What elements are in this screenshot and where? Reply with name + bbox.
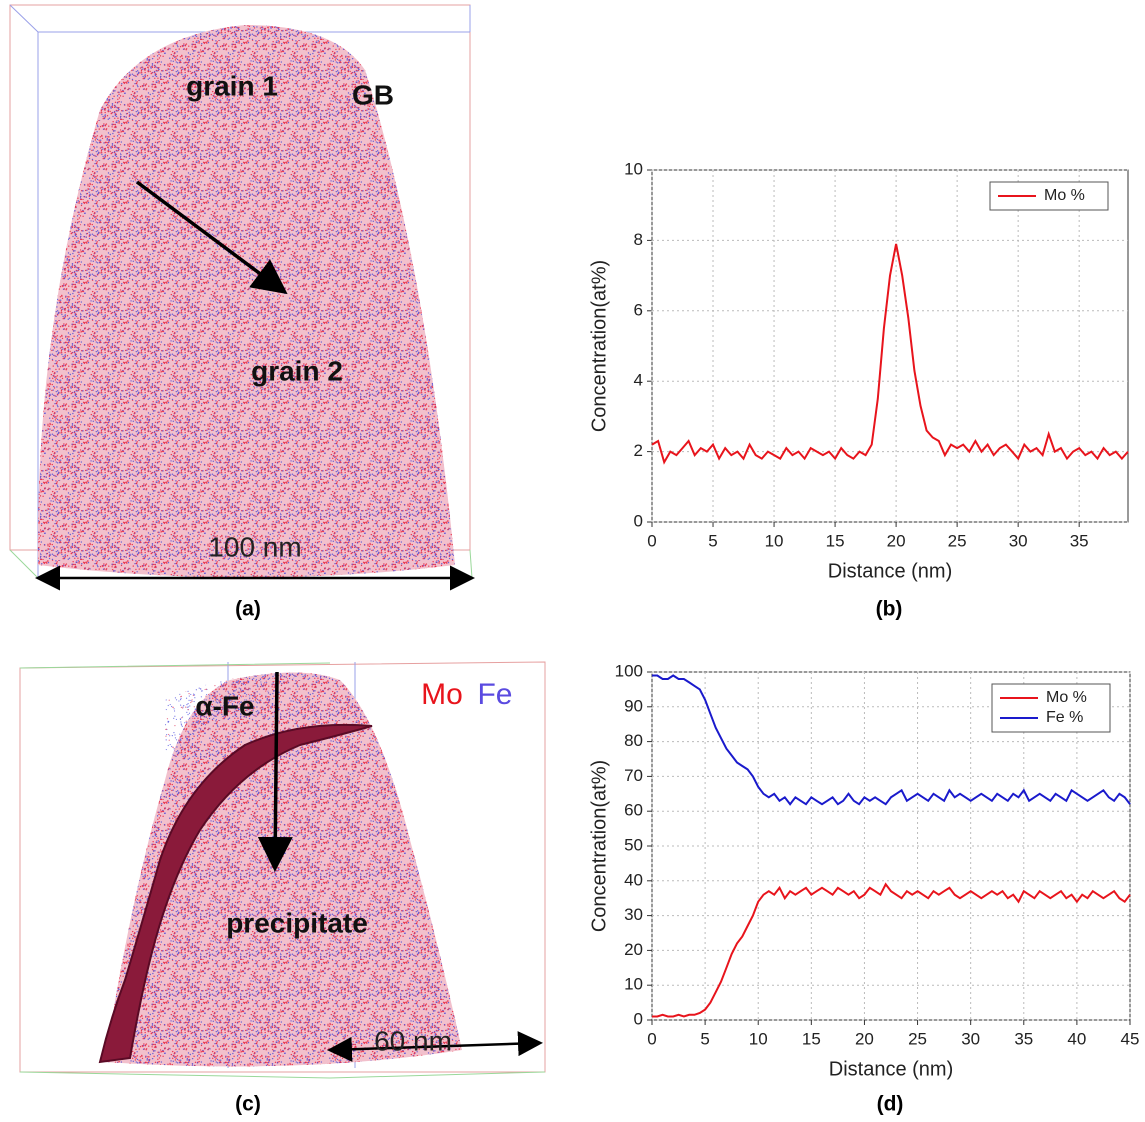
interface-surface [98,723,373,1064]
y-tick-label: 90 [624,696,643,715]
panel-label: (b) [876,598,903,621]
data-line [652,674,1131,806]
x-tick-label: 5 [708,531,717,550]
y-tick-label: 20 [624,940,643,959]
y-tick-label: 50 [624,835,643,854]
legend-mo: Mo [421,678,463,711]
x-tick-label: 35 [1014,1029,1033,1048]
annotation: grain 2 [251,355,343,386]
y-tick-label: 10 [624,975,643,994]
x-tick-label: 45 [1121,1029,1140,1048]
legend-label: Mo % [1046,689,1087,706]
x-tick-label: 15 [826,531,845,550]
direction-arrow [135,180,288,295]
x-axis-title: Distance (nm) [829,1058,953,1080]
x-tick-label: 30 [1009,531,1028,550]
legend-box [991,683,1111,733]
scale-label: 100 nm [208,531,301,562]
y-tick-label: 2 [634,441,643,460]
y-tick-label: 70 [624,766,643,785]
y-tick-label: 4 [634,371,643,390]
direction-arrow [257,671,293,872]
data-line [652,882,1131,1018]
y-tick-label: 0 [634,1009,643,1028]
x-tick-label: 30 [961,1029,980,1048]
x-tick-label: 15 [802,1029,821,1048]
data-line [651,243,1129,465]
annotation: precipitate [226,907,368,938]
y-tick-label: 10 [624,159,643,178]
panel-c: α-Fe Mo Fe precipitate 60 nm (c) [19,661,546,1116]
y-axis-title: Concentration(at%) [588,760,610,932]
y-tick-label: 30 [624,905,643,924]
y-tick-label: 6 [634,300,643,319]
x-tick-label: 35 [1070,531,1089,550]
legend-fe: Fe [477,678,512,711]
box-edge [19,662,546,1079]
alpha-fe-region [165,674,300,760]
annotation: grain 1 [186,70,278,101]
y-tick-label: 8 [634,230,643,249]
y-tick-label: 100 [615,661,643,680]
x-tick-label: 20 [855,1029,874,1048]
legend-label: Mo % [1044,187,1085,204]
x-tick-label: 10 [749,1029,768,1048]
y-tick-label: 80 [624,731,643,750]
plot-frame [651,169,1129,523]
x-tick-label: 0 [647,531,656,550]
scale-label: 60 nm [374,1025,452,1056]
reconstruction-atoms [37,25,455,578]
panel-label: (c) [235,1093,261,1116]
y-tick-label: 60 [624,801,643,820]
x-tick-label: 25 [948,531,967,550]
y-tick-label: 0 [634,511,643,530]
annotation: α-Fe [195,690,254,721]
x-tick-label: 40 [1067,1029,1086,1048]
legend-label: Fe % [1046,709,1083,726]
x-tick-label: 5 [700,1029,709,1048]
y-axis-title: Concentration(at%) [588,260,610,432]
panel-label: (a) [235,598,261,621]
panel-label: (d) [877,1093,904,1116]
x-tick-label: 10 [765,531,784,550]
scale-arrow [327,1031,543,1062]
x-tick-label: 20 [887,531,906,550]
x-tick-label: 25 [908,1029,927,1048]
x-axis-title: Distance (nm) [828,560,952,582]
annotation: GB [352,79,394,110]
x-tick-label: 0 [647,1029,656,1048]
y-tick-label: 40 [624,870,643,889]
panel-a: grain 1 GB grain 2 100 nm (a) [9,4,475,621]
